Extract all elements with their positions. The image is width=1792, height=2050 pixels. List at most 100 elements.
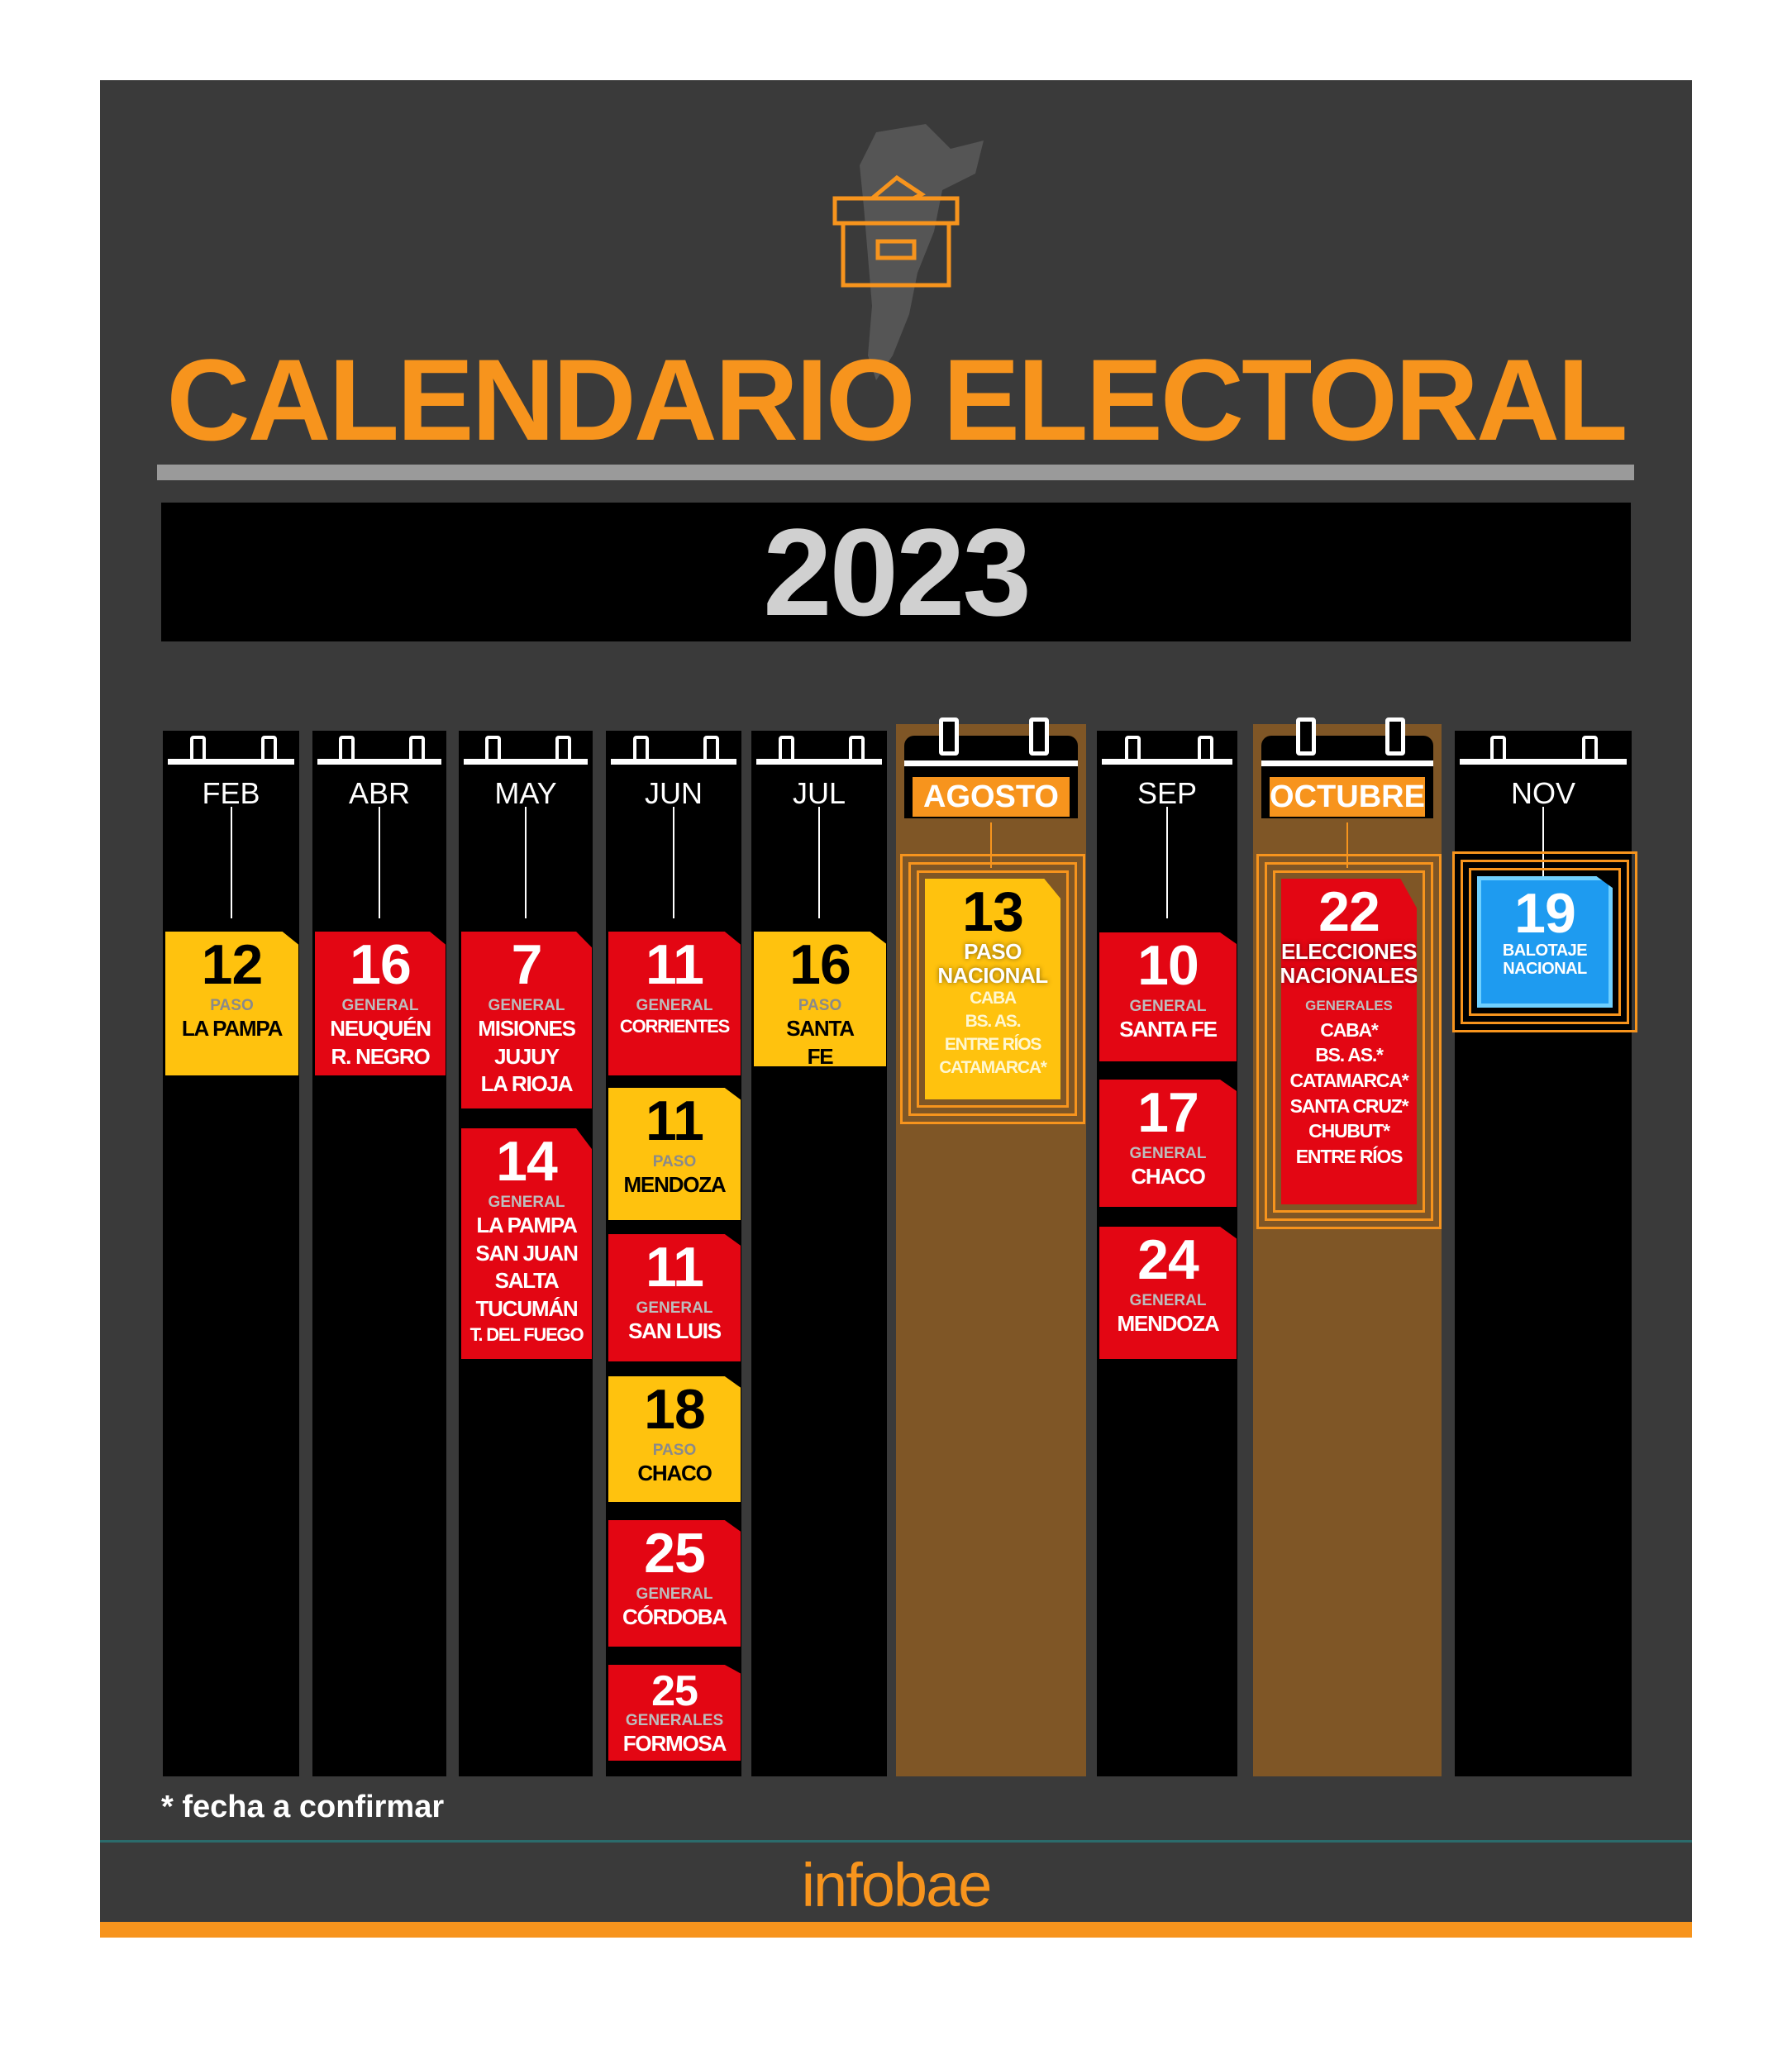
brand-logo: infobae [801,1851,993,1919]
election-card[interactable]: 13 PASO NACIONAL CABA BS. AS. ENTRE RÍOS CATAM… [925,879,1060,1099]
election-day: 25 [644,1522,706,1585]
election-card[interactable]: 22 ELECCIONES NACIONALES GENERALES CABA* BS. … [1281,879,1417,1204]
highlight-frame [1256,854,1442,1229]
election-card[interactable]: 14 GENERAL LA PAMPA SAN JUAN SALTA TUCUMÁN T. … [461,1128,592,1359]
election-heading: BALOTAJE [1502,942,1588,960]
election-card[interactable]: 25 GENERAL CÓRDOBA [608,1520,741,1647]
argentina-map-icon [860,124,984,380]
election-card[interactable]: 10 GENERAL SANTA FE [1099,932,1237,1061]
calendar-ring-bar [904,760,1078,766]
election-type: GENERAL [636,997,713,1014]
election-heading: ELECCIONES [1280,939,1418,964]
election-type: PASO [798,997,842,1014]
election-type: GENERAL [488,997,565,1014]
province-name: MENDOZA [623,1171,726,1197]
election-type: PASO [652,1153,697,1170]
arrow-down-icon [673,807,674,918]
election-heading: NACIONAL [1503,960,1587,978]
calendar-ring-bar [611,759,736,765]
election-heading: PASO [964,939,1022,964]
province-name: CHUBUT* [1308,1120,1390,1142]
election-day: 22 [1318,880,1380,943]
election-day: 17 [1137,1081,1199,1144]
month-label: OCTUBRE [1270,777,1425,817]
election-day: 14 [496,1130,558,1193]
election-type: GENERAL [1129,1145,1207,1162]
month-header: OCTUBRE [1261,718,1433,818]
province-name: FE [807,1043,834,1069]
province-name: LA PAMPA [476,1212,578,1237]
election-card[interactable]: 19 BALOTAJE NACIONAL [1477,876,1613,1008]
month-label: SEP [1137,776,1198,810]
highlight-frame [900,854,1085,1124]
election-type: GENERAL [1129,998,1207,1015]
election-heading: NACIONAL [937,962,1048,988]
election-day: 10 [1137,934,1199,997]
election-card[interactable]: 7 GENERAL MISIONES JUJUY LA RIOJA [461,932,592,1108]
election-card[interactable]: 11 GENERAL SAN LUIS [608,1234,741,1361]
calendar-ring-bar [1102,759,1232,765]
election-day: 16 [350,933,412,996]
footer-bar [100,1922,1692,1938]
calendar-rings [1097,736,1237,764]
election-card[interactable]: 16 PASO SANTA FE [754,932,886,1066]
election-card[interactable]: 18 PASO CHACO [608,1376,741,1502]
election-type: GENERALES [625,1712,724,1729]
calendar-ring-bar [756,759,882,765]
province-name: SANTA CRUZ* [1289,1094,1409,1117]
election-day: 11 [646,1089,704,1152]
month-label: FEB [202,776,260,810]
election-day: 18 [644,1378,706,1441]
calendar-ring-bar [1261,760,1433,766]
month-label: NOV [1510,776,1575,810]
election-type: PASO [210,997,254,1014]
page-title: CALENDARIO ELECTORAL [166,335,1628,465]
province-name: R. NEGRO [331,1043,431,1069]
province-name: CHACO [637,1460,713,1485]
election-card[interactable]: 11 PASO MENDOZA [608,1088,741,1220]
calendar-ring-icon [1385,718,1405,756]
election-card[interactable]: 24 GENERAL MENDOZA [1099,1227,1237,1359]
calendar-ring-bar [1460,759,1627,765]
election-type: GENERAL [636,1585,713,1603]
election-card[interactable]: 16 GENERAL NEUQUÉN R. NEGRO [315,932,446,1075]
province-name: BS. AS.* [1315,1044,1384,1066]
highlight-frame [1273,870,1425,1213]
province-name: CATAMARCA* [939,1057,1047,1077]
province-name: SALTA [494,1268,560,1294]
province-name: ENTRE RÍOS [944,1035,1042,1055]
arrow-down-icon [818,807,820,918]
province-name: MISIONES [478,1015,576,1041]
election-type: GENERAL [636,1299,713,1317]
year-banner: 2023 [161,503,1631,641]
election-type: PASO [652,1442,697,1459]
month-header: AGOSTO [904,718,1078,818]
province-name: SAN LUIS [628,1318,722,1343]
election-day: 19 [1514,882,1576,945]
arrow-down-icon [1346,822,1348,868]
election-day: 24 [1137,1228,1199,1291]
month-label: JUL [792,776,846,810]
calendar-ring-bar [464,759,588,765]
province-name: CHACO [1131,1163,1206,1189]
province-name: LA RIOJA [480,1071,574,1097]
province-name: T. DEL FUEGO [469,1324,584,1346]
election-type: GENERALES [1305,998,1393,1014]
province-name: TUCUMÁN [475,1296,578,1322]
election-card[interactable]: 12 PASO LA PAMPA [165,932,298,1075]
arrow-down-icon [990,822,992,868]
calendar-ring-bar [168,759,294,765]
election-card[interactable]: 17 GENERAL CHACO [1099,1080,1237,1207]
election-day: 7 [511,933,543,996]
province-name: CÓRDOBA [622,1604,727,1629]
calendar-ring-bar [317,759,441,765]
month-label: MAY [494,776,557,810]
month-label: AGOSTO [913,777,1070,817]
election-heading: NACIONALES [1280,962,1418,988]
highlight-frame [917,870,1069,1108]
month-label: JUN [645,776,703,810]
election-card[interactable]: 11 GENERAL CORRIENTES [608,932,741,1075]
election-day: 12 [201,933,264,996]
election-card[interactable]: 25 GENERALES FORMOSA [608,1665,741,1761]
election-day: 11 [646,933,704,996]
